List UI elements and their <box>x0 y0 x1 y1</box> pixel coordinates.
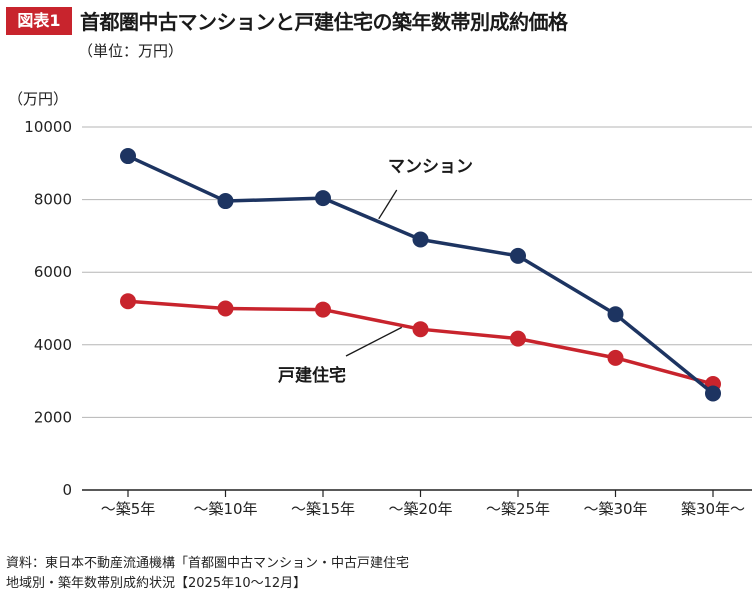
y-axis-label: （万円） <box>8 90 68 108</box>
data-point <box>705 385 721 402</box>
chart-header: 図表1 首都圏中古マンションと戸建住宅の築年数帯別成約価格 <box>0 0 755 40</box>
data-point <box>217 193 234 210</box>
data-point <box>412 231 429 248</box>
data-point <box>607 349 624 366</box>
x-tick-label: ～築25年 <box>486 500 550 518</box>
x-tick-label: ～築30年 <box>583 500 647 518</box>
x-tick-label: 築30年～ <box>681 500 745 518</box>
series-line <box>127 299 714 386</box>
chart-title: 首都圏中古マンションと戸建住宅の築年数帯別成約価格 <box>80 10 568 34</box>
data-point <box>315 190 331 207</box>
y-tick-label: 10000 <box>24 118 72 136</box>
data-point <box>510 247 526 264</box>
chart-subtitle: （単位：万円） <box>78 42 184 60</box>
source-line-1: 資料：東日本不動産流通機構「首都圏中古マンション・中古戸建住宅 <box>6 556 410 571</box>
data-point <box>120 148 136 165</box>
data-point <box>510 330 526 347</box>
y-tick-label: 6000 <box>34 263 72 281</box>
data-point <box>607 306 624 323</box>
x-tick-label: ～築10年 <box>193 500 257 518</box>
data-point <box>120 293 136 310</box>
figure-badge: 図表1 <box>6 7 72 35</box>
leader-line <box>345 326 403 357</box>
x-tick-label: ～築20年 <box>388 500 452 518</box>
leader-line <box>378 189 398 220</box>
y-tick-label: 0 <box>62 481 72 499</box>
y-tick-label: 4000 <box>34 336 72 354</box>
series-label-house: 戸建住宅 <box>278 365 346 386</box>
data-point <box>315 301 331 318</box>
data-point <box>217 300 234 317</box>
x-tick-label: ～築5年 <box>101 500 156 518</box>
series-line <box>127 154 715 395</box>
y-tick-label: 8000 <box>34 191 72 209</box>
source-note: 資料：東日本不動産流通機構「首都圏中古マンション・中古戸建住宅 地域別・築年数帯… <box>6 554 409 594</box>
series-label-mansion: マンション <box>388 157 473 177</box>
data-point <box>412 321 429 338</box>
y-tick-label: 2000 <box>34 408 72 426</box>
x-tick-label: ～築15年 <box>291 500 355 518</box>
source-line-2: 地域別・築年数帯別成約状況【2025年10～12月】 <box>6 576 307 591</box>
